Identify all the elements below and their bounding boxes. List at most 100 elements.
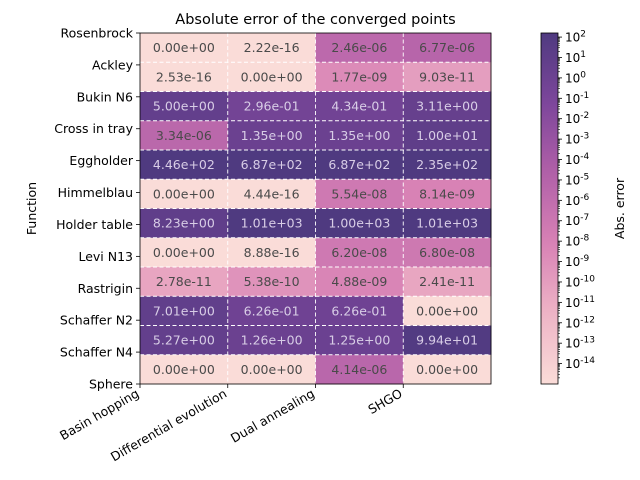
cell-value-label: 5.38e-10 [244,274,300,289]
heatmap-cell [140,62,229,92]
grid-lines [140,33,491,384]
heatmap-cell [315,91,404,122]
heatmap-cell [403,33,492,63]
cell-value-label: 5.27e+00 [153,333,215,348]
y-tick-label: Schaffer N2 [60,313,133,328]
cell-value-label: 0.00e+00 [416,303,478,318]
cell-value-label: 2.35e+02 [416,157,478,172]
heatmap-cell [403,325,492,356]
cell-value-label: 0.00e+00 [153,362,215,377]
heatmap-cell [140,179,229,209]
cell-value-label: 5.00e+00 [153,99,215,114]
colorbar-tick-label: 10-11 [565,295,595,310]
cell-value-label: 3.11e+00 [416,99,478,114]
heatmap-cell [403,91,492,122]
cell-value-label: 1.35e+00 [241,128,303,143]
heatmap-cell [140,325,229,356]
colorbar [540,32,559,385]
heatmap-cell [315,354,404,385]
heatmap-cell [140,120,229,151]
heatmap-cell [227,237,316,268]
heatmap-cell [315,325,404,356]
cell-value-label: 4.14e-06 [331,362,387,377]
cell-value-label: 2.53e-16 [156,69,212,84]
cell-value-label: 7.01e+00 [153,303,215,318]
y-tick-label: Levi N13 [78,249,133,264]
cell-value-label: 0.00e+00 [241,69,303,84]
heatmap-cell [227,33,316,63]
cell-value-label: 2.41e-11 [419,274,475,289]
x-tick-label: Basin hopping [57,386,141,443]
cell-value-label: 6.80e-08 [419,245,475,260]
colorbar-tick-label: 10-7 [565,213,589,228]
heatmap-cell [140,33,229,63]
cell-value-label: 0.00e+00 [153,186,215,201]
colorbar-tick-label: 101 [565,50,586,65]
heatmap-cell [403,208,492,239]
heatmap-cell [227,208,316,239]
y-tick-label: Eggholder [69,153,133,168]
heatmap-cell [140,208,229,239]
heatmap-cell [227,325,316,356]
cell-value-label: 3.34e-06 [156,128,212,143]
cell-value-label: 9.94e+01 [416,333,478,348]
heatmap-cell [227,296,316,326]
y-tick-label: Schaffer N4 [60,345,133,360]
cell-value-label: 1.26e+00 [241,333,303,348]
cell-value-label: 0.00e+00 [241,362,303,377]
cell-value-label: 0.00e+00 [153,40,215,55]
heatmap-cell [227,179,316,209]
heatmap-cell [140,150,229,180]
colorbar-tick-label: 10-3 [565,132,589,147]
y-tick-label: Rosenbrock [61,26,134,41]
heatmap-cell [403,267,492,297]
cell-value-label: 8.88e-16 [244,245,300,260]
cell-value-label: 2.46e-06 [331,40,387,55]
cell-value-label: 2.78e-11 [156,274,212,289]
heatmap-cell [403,120,492,151]
heatmap-cell [227,354,316,385]
colorbar-tick-label: 10-13 [565,336,595,351]
y-tick-label: Ackley [92,57,134,72]
cell-value-label: 2.96e-01 [244,99,300,114]
colorbar-tick-label: 10-4 [565,152,590,167]
heatmap-cell [140,296,229,326]
cell-value-label: 0.00e+00 [153,245,215,260]
heatmap-cell [403,354,492,385]
heatmap-cell [403,296,492,326]
colorbar-tick-label: 10-5 [565,172,589,187]
y-tick-label: Himmelblau [58,185,133,200]
heatmap-cell [315,179,404,209]
y-tick-label: Rastrigin [78,281,133,296]
cell-value-label: 8.14e-09 [419,186,475,201]
cell-value-label: 9.03e-11 [419,69,475,84]
colorbar-tick-label: 10-9 [565,254,590,269]
chart-title: Absolute error of the converged points [175,12,455,28]
colorbar-tick-label: 102 [565,30,586,45]
y-tick-label: Bukin N6 [77,89,133,104]
colorbar-tick-label: 10-2 [565,111,589,126]
cell-value-label: 6.87e+02 [328,157,390,172]
heatmap-cell [140,237,229,268]
heatmap-cell [403,62,492,92]
cell-value-label: 4.44e-16 [244,186,300,201]
cell-value-label: 1.77e-09 [331,69,387,84]
cell-value-label: 2.22e-16 [244,40,300,55]
cell-value-label: 1.00e+03 [328,216,390,231]
cell-value-label: 4.34e-01 [331,99,387,114]
heatmap-cell [315,267,404,297]
cell-value-label: 6.77e-06 [419,40,475,55]
cell-value-label: 4.88e-09 [331,274,387,289]
y-tick-label: Sphere [89,377,133,392]
cell-value-label: 1.35e+00 [328,128,390,143]
heatmap-cells [140,33,492,385]
heatmap-cell [227,120,316,151]
heatmap-cell [315,208,404,239]
y-axis-ticks: Rosenbrock Ackley Bukin N6 Cross in tray Egg… [54,26,140,392]
colorbar-tick-label: 10-1 [565,91,589,106]
heatmap-cell [315,33,404,63]
colorbar-tick-label: 10-12 [565,315,595,330]
cell-value-label: 1.00e+01 [416,128,478,143]
